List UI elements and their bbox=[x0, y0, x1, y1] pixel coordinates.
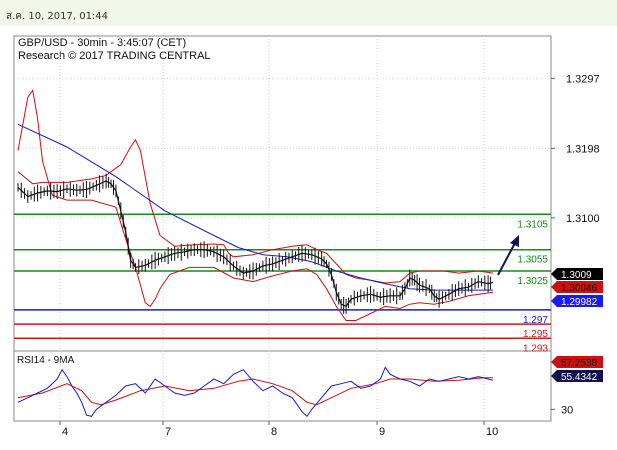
bollinger-upper bbox=[17, 138, 494, 284]
chart-subtitle: Research © 2017 TRADING CENTRAL bbox=[18, 50, 211, 62]
price-tag-bg bbox=[551, 295, 603, 307]
price-tag-bg bbox=[551, 268, 603, 280]
rsi-tag: 55.4342 bbox=[551, 370, 603, 383]
timestamp-label: ส.ค. 10, 2017, 01:44 bbox=[6, 11, 109, 22]
x-tick-label: 7 bbox=[165, 426, 171, 438]
forex-chart: GBP/USD - 30min - 3:45:07 (CET) Research… bbox=[13, 35, 603, 438]
level-label: 1.297 bbox=[523, 315, 548, 326]
price-tick-label: 1.3100 bbox=[566, 213, 600, 225]
grid-lines bbox=[14, 36, 551, 421]
price-panel-frame bbox=[13, 35, 552, 369]
timestamp-bar: ส.ค. 10, 2017, 01:44 bbox=[0, 0, 617, 26]
price-tags: 1.3009 1.30046 1.29982 57.2538 55.4342 bbox=[551, 268, 603, 383]
x-tick-label: 4 bbox=[62, 426, 68, 438]
rsi-moving-average bbox=[17, 377, 493, 406]
rsi-panel-label: RSI14 - 9MA bbox=[17, 355, 75, 366]
rsi-tag-text: 57.2538 bbox=[561, 358, 598, 369]
rsi-tag: 57.2538 bbox=[551, 356, 603, 369]
chart-title: GBP/USD - 30min - 3:45:07 (CET) bbox=[18, 37, 186, 49]
level-label: 1.3105 bbox=[517, 219, 548, 230]
price-tag-text: 1.30046 bbox=[561, 283, 598, 294]
x-tick-label: 10 bbox=[486, 426, 498, 438]
level-lines: 1.3105 1.3055 1.3025 1.297 1.295 1.293 bbox=[14, 213, 551, 354]
rsi-tag-text: 55.4342 bbox=[561, 372, 598, 383]
level-label: 1.3055 bbox=[517, 255, 548, 266]
price-series bbox=[17, 89, 494, 321]
rsi-tag-bg bbox=[551, 370, 603, 382]
forecast-arrow bbox=[497, 235, 519, 276]
rsi-series bbox=[17, 366, 494, 418]
level-label: 1.3025 bbox=[517, 276, 548, 287]
price-tag-text: 1.29982 bbox=[561, 297, 598, 308]
rsi-tick-label: 30 bbox=[561, 404, 573, 416]
price-tick-label: 1.3297 bbox=[566, 73, 600, 85]
rsi-line bbox=[17, 366, 494, 418]
price-tag-bg bbox=[551, 281, 603, 293]
level-label: 1.295 bbox=[523, 329, 548, 340]
price-tag: 1.3009 bbox=[551, 268, 603, 281]
rsi-tag-bg bbox=[551, 356, 603, 368]
price-tag: 1.30046 bbox=[551, 281, 603, 294]
price-tag-text: 1.3009 bbox=[561, 270, 592, 281]
price-tick-label: 1.3198 bbox=[566, 143, 600, 155]
axis-labels: 4 7 8 9 10 1.3297 1.3198 1.3100 30 bbox=[59, 73, 600, 438]
level-label: 1.293 bbox=[523, 343, 548, 354]
price-tag: 1.29982 bbox=[551, 295, 603, 308]
moving-average bbox=[17, 123, 493, 291]
rsi-panel-frame bbox=[13, 350, 552, 422]
x-tick-label: 8 bbox=[271, 426, 277, 438]
x-tick-label: 9 bbox=[379, 426, 385, 438]
bollinger-lower bbox=[17, 89, 494, 321]
